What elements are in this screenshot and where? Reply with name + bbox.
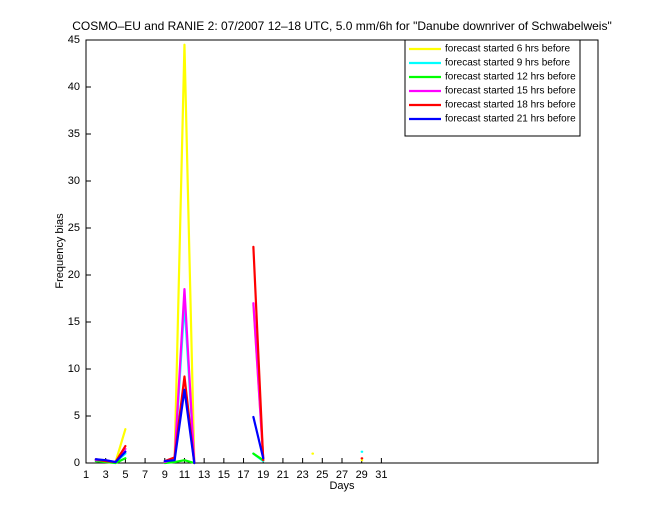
- y-tick-label: 10: [68, 363, 80, 375]
- legend-label: forecast started 6 hrs before: [445, 44, 571, 55]
- legend: forecast started 6 hrs before forecast st…: [404, 39, 581, 137]
- x-tick-label: 31: [375, 469, 387, 481]
- x-tick-label: 21: [277, 469, 289, 481]
- x-axis-label: Days: [329, 480, 355, 492]
- y-tick-label: 20: [68, 269, 80, 281]
- y-tick-label: 25: [68, 222, 80, 234]
- x-tick-label: 3: [103, 469, 109, 481]
- x-tick-label: 5: [122, 469, 128, 481]
- x-tick-label: 27: [336, 469, 348, 481]
- x-tick-label: 11: [179, 469, 190, 481]
- series-line: [94, 288, 265, 465]
- x-tick-label: 29: [356, 469, 368, 481]
- x-tick-label: 7: [142, 469, 148, 481]
- y-tick-label: 30: [68, 175, 80, 187]
- legend-label: forecast started 21 hrs before: [445, 114, 576, 125]
- x-tick-label: 19: [257, 469, 269, 481]
- x-tick-label: 15: [218, 469, 230, 481]
- x-tick-label: 9: [162, 469, 168, 481]
- legend-label: forecast started 12 hrs before: [445, 72, 576, 83]
- chart-title: COSMO–EU and RANIE 2: 07/2007 12–18 UTC,…: [72, 19, 611, 33]
- x-tick-label: 23: [296, 469, 308, 481]
- x-tick-label: 13: [198, 469, 210, 481]
- y-tick-label: 5: [74, 410, 80, 422]
- legend-label: forecast started 9 hrs before: [445, 58, 571, 69]
- y-tick-label: 40: [68, 81, 80, 93]
- series-line: [94, 302, 364, 465]
- series-line: [94, 43, 364, 465]
- x-tick-label: 17: [237, 469, 249, 481]
- y-tick-label: 15: [68, 316, 80, 328]
- x-tick-label: 25: [316, 469, 328, 481]
- legend-label: forecast started 18 hrs before: [445, 100, 576, 111]
- series-line: [94, 388, 265, 465]
- y-axis-label: Frequency bias: [54, 213, 66, 289]
- legend-label: forecast started 15 hrs before: [445, 86, 576, 97]
- series-line: [94, 245, 364, 465]
- y-tick-label: 45: [68, 34, 80, 46]
- y-tick-label: 35: [68, 128, 80, 140]
- x-tick-label: 1: [83, 469, 89, 481]
- y-tick-label: 0: [74, 457, 80, 469]
